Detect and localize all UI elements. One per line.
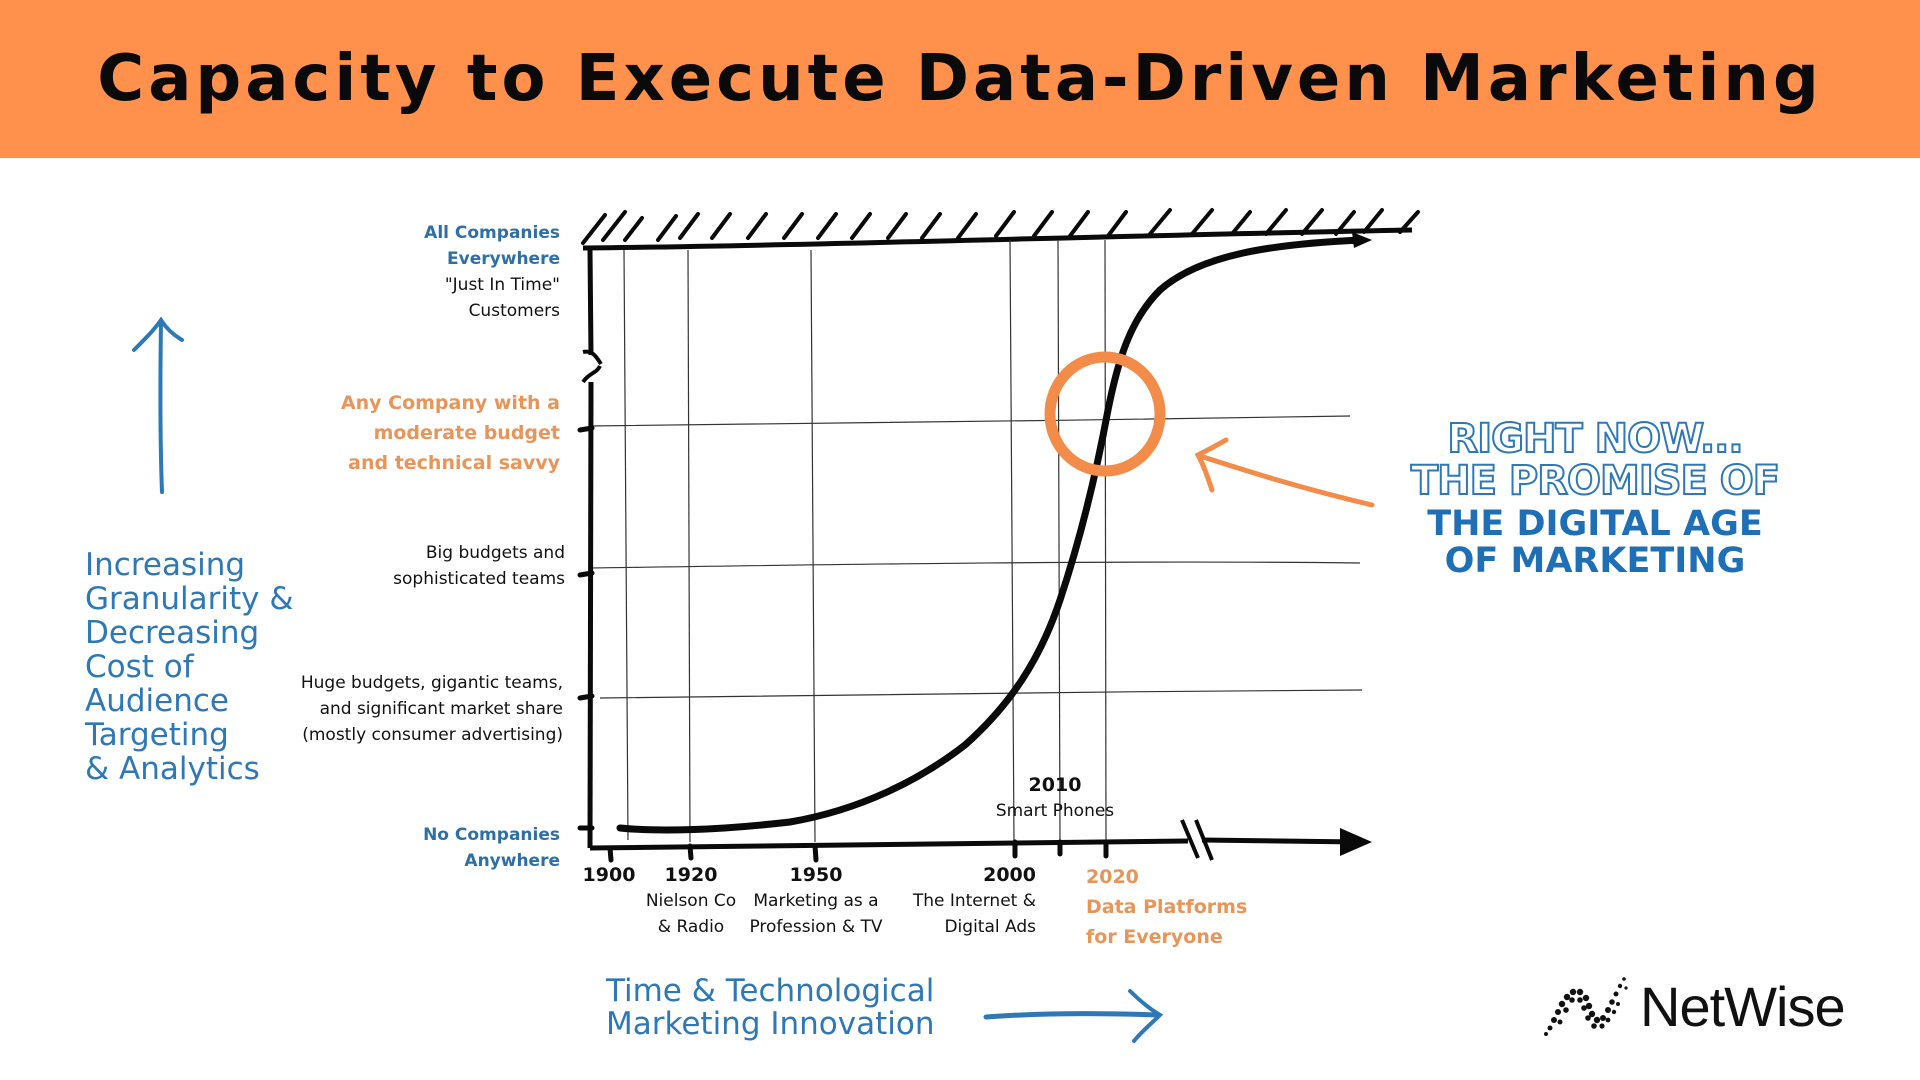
y-axis-direction-label: Increasing Granularity & Decreasing Cost… (85, 548, 294, 786)
ceiling-hatch (581, 208, 1420, 245)
s-curve-line (616, 236, 1366, 834)
x-tick-desc: & Radio (657, 917, 725, 937)
callout-outline-text: RIGHT NOW... (1446, 416, 1744, 462)
y-label-line: Increasing (85, 547, 246, 583)
highlight-circle (1044, 351, 1166, 477)
x-tick-year: 1900 (582, 864, 636, 886)
x-tick-desc: for Everyone (1086, 926, 1223, 948)
y-level-any-company: Any Company with a moderate budget and t… (240, 388, 560, 478)
callout-solid-text: OF MARKETING (1444, 541, 1746, 581)
x-tick-year: 2010 (1028, 774, 1082, 796)
logo-wordmark: NetWise (1640, 974, 1846, 1038)
x-tick-year: 1920 (664, 864, 718, 886)
y-level-highlight: and technical savvy (348, 452, 560, 474)
y-level-text: Big budgets and (425, 543, 565, 563)
y-level-text: sophisticated teams (393, 569, 565, 589)
x-tick-desc: Digital Ads (944, 917, 1036, 937)
callout-solid-text: THE DIGITAL AGE (1427, 504, 1763, 544)
y-level-no-companies: No Companies Anywhere (240, 822, 560, 874)
x-axis-direction-label: Time & Technological Marketing Innovatio… (606, 975, 934, 1041)
netwise-logo: NetWise (1540, 970, 1846, 1042)
x-tick-2000: 2000 The Internet & Digital Ads (900, 862, 1036, 940)
y-level-big-budgets: Big budgets and sophisticated teams (245, 540, 565, 592)
y-label-line: Granularity & (85, 581, 294, 617)
y-level-text: (mostly consumer advertising) (302, 725, 563, 745)
x-tick-year: 2000 (983, 864, 1036, 886)
y-level-text: and significant market share (319, 699, 563, 719)
y-level-highlight: No Companies (423, 825, 560, 845)
y-label-line: & Analytics (85, 751, 260, 787)
x-tick-1920: 1920 Nielson Co & Radio (636, 862, 746, 940)
y-label-line: Audience (85, 683, 229, 719)
x-tick-desc: Data Platforms (1086, 896, 1248, 918)
x-tick-2010: 2010 Smart Phones (990, 772, 1120, 824)
x-tick-1900: 1900 (578, 862, 640, 888)
x-label-line: Time & Technological (606, 973, 935, 1009)
y-level-highlight: All Companies (424, 223, 560, 243)
y-level-text: "Just In Time" (444, 275, 560, 295)
up-arrow-icon (132, 316, 184, 494)
x-tick-2020: 2020 Data Platforms for Everyone (1086, 862, 1266, 952)
y-level-highlight: Everywhere (447, 249, 560, 269)
x-tick-desc: Smart Phones (995, 801, 1115, 821)
x-tick-desc: Profession & TV (749, 917, 883, 937)
y-level-highlight: Anywhere (464, 851, 560, 871)
y-level-text: Customers (468, 301, 560, 321)
x-tick-desc: Marketing as a (753, 891, 879, 911)
x-tick-1950: 1950 Marketing as a Profession & TV (742, 862, 890, 940)
y-level-highlight: moderate budget (373, 422, 560, 444)
right-arrow-icon (983, 989, 1164, 1043)
title-banner: Capacity to Execute Data-Driven Marketin… (0, 0, 1920, 158)
x-tick-year: 1950 (789, 864, 843, 886)
x-tick-desc: Nielson Co (645, 891, 737, 911)
y-level-huge-budgets: Huge budgets, gigantic teams, and signif… (243, 670, 563, 748)
y-label-line: Targeting (85, 717, 229, 753)
right-now-callout: RIGHT NOW... THE PROMISE OF THE DIGITAL … (1385, 416, 1805, 581)
page-title: Capacity to Execute Data-Driven Marketin… (97, 42, 1823, 116)
x-label-line: Marketing Innovation (606, 1006, 935, 1042)
callout-outline-text: THE PROMISE OF (1410, 458, 1781, 504)
netwise-mark-icon (1544, 977, 1628, 1036)
y-label-line: Decreasing (85, 615, 260, 651)
x-tick-year: 2020 (1086, 866, 1139, 888)
x-tick-desc: The Internet & (912, 891, 1036, 911)
grid-horizontals (589, 415, 1363, 699)
y-level-text: Huge budgets, gigantic teams, (300, 673, 563, 693)
y-level-highlight: Any Company with a (340, 392, 560, 414)
grid-verticals (623, 239, 1107, 843)
y-level-all-companies: All Companies Everywhere "Just In Time" … (240, 220, 560, 324)
y-label-line: Cost of (85, 649, 194, 685)
